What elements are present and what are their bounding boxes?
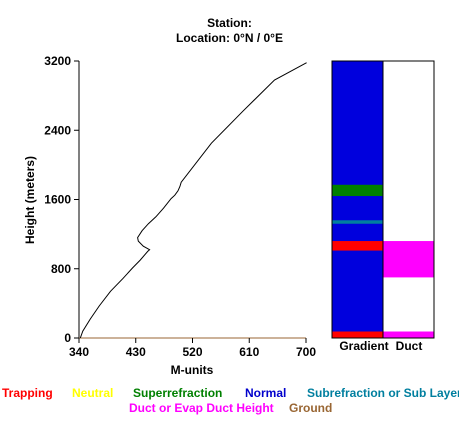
y-tick-label: 800 xyxy=(51,262,71,276)
duct-bands xyxy=(383,241,434,338)
gradient-band xyxy=(332,220,383,224)
duct-panel-label: Duct xyxy=(396,339,423,353)
legend-normal: Normal xyxy=(245,386,287,400)
gradient-panel-label: Gradient xyxy=(339,339,388,353)
y-tick-label: 2400 xyxy=(44,123,71,137)
legend-superrefraction: Superrefraction xyxy=(133,386,223,400)
y-tick-label: 3200 xyxy=(44,54,71,68)
gradient-panel-background xyxy=(332,61,383,338)
station-title: Station: xyxy=(207,16,252,30)
x-tick-label: 610 xyxy=(239,345,259,359)
x-tick-label: 430 xyxy=(126,345,146,359)
x-axis-label: M-units xyxy=(171,363,214,377)
gradient-band xyxy=(332,331,383,338)
duct-panel-background xyxy=(383,61,434,338)
x-tick-label: 700 xyxy=(296,345,316,359)
gradient-band xyxy=(332,241,383,251)
m-unit-profile-line xyxy=(79,62,307,339)
duct-band xyxy=(383,241,434,278)
duct-panel-border xyxy=(382,60,435,339)
y-ticks: 0 800 1600 2400 3200 xyxy=(44,54,79,345)
x-tick-label: 340 xyxy=(69,345,89,359)
legend-ground: Ground xyxy=(289,401,333,415)
legend-duct-height: Duct or Evap Duct Height xyxy=(129,401,274,415)
location-subtitle: Location: 0°N / 0°E xyxy=(176,31,283,45)
gradient-band xyxy=(332,184,383,197)
x-ticks: 340 430 520 610 700 xyxy=(69,338,316,359)
y-axis-label: Height (meters) xyxy=(23,156,37,244)
y-tick-label: 1600 xyxy=(44,193,71,207)
legend-subrefraction: Subrefraction or Sub Layer xyxy=(307,386,459,400)
y-tick-label: 0 xyxy=(64,331,71,345)
gradient-bands xyxy=(332,184,383,338)
duct-band xyxy=(383,331,434,338)
x-tick-label: 520 xyxy=(182,345,202,359)
legend-neutral: Neutral xyxy=(72,386,114,400)
legend-trapping: Trapping xyxy=(2,386,53,400)
